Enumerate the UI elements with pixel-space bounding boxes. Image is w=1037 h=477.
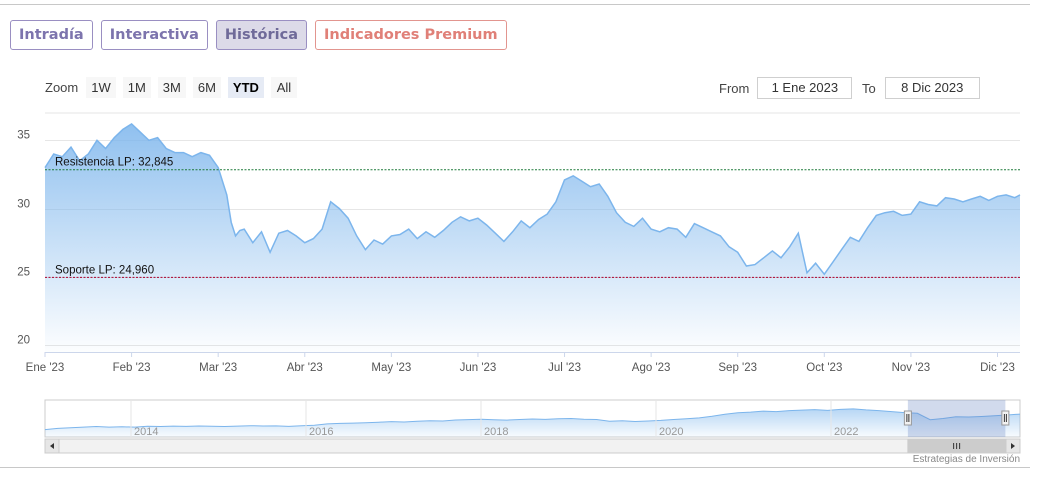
x-tick-label: Dic '23 — [980, 362, 1015, 374]
navigator-line — [44, 408, 1021, 431]
zoom-all-button[interactable]: All — [270, 77, 297, 98]
zoom-selector: Zoom 1W 1M 3M 6M YTD All — [45, 77, 297, 98]
scroll-right-button[interactable] — [1005, 438, 1021, 454]
from-label: From — [719, 80, 750, 96]
navigator-scrollbar — [44, 438, 1021, 454]
zoom-6m-button[interactable]: 6M — [192, 77, 221, 98]
from-date-input[interactable]: 1 Ene 2023 — [757, 77, 853, 99]
navigator-year-label: 2022 — [834, 426, 858, 438]
zoom-label: Zoom — [45, 80, 79, 95]
x-tick-label: Jun '23 — [460, 362, 497, 374]
x-tick-label: Oct '23 — [806, 362, 842, 374]
bottom-divider — [0, 467, 1030, 468]
tab-indicadores-premium[interactable]: Indicadores Premium — [315, 20, 507, 50]
x-tick-label: Sep '23 — [718, 362, 757, 374]
y-tick-label: 35 — [17, 130, 30, 142]
navigator-window — [907, 400, 1006, 437]
navigator-area — [45, 408, 1020, 437]
navigator-year-label: 2016 — [309, 426, 333, 438]
to-date-input[interactable]: 8 Dic 2023 — [884, 77, 980, 99]
price-area-fill — [45, 123, 1020, 353]
x-tick-label: Mar '23 — [199, 362, 237, 374]
y-tick-label: 25 — [17, 267, 30, 279]
top-divider — [0, 4, 1030, 5]
scroll-thumb[interactable] — [907, 438, 1006, 454]
y-tick-label: 20 — [17, 335, 30, 347]
x-tick-label: Ago '23 — [632, 362, 671, 374]
tab-interactiva[interactable]: Interactiva — [100, 20, 208, 50]
tab-intradia[interactable]: Intradía — [10, 20, 93, 50]
resistance-label: Resistencia LP: 32,845 — [55, 157, 173, 169]
scroll-left-button[interactable] — [44, 438, 60, 454]
x-tick-label: Nov '23 — [892, 362, 931, 374]
support-label: Soporte LP: 24,960 — [55, 264, 154, 276]
navigator-left-handle[interactable] — [903, 410, 912, 426]
zoom-3m-button[interactable]: 3M — [157, 77, 186, 98]
view-tabs: Intradía Interactiva Histórica Indicador… — [10, 20, 507, 50]
x-tick-label: Feb '23 — [113, 362, 151, 374]
zoom-1w-button[interactable]: 1W — [86, 77, 116, 98]
date-range-to: To 8 Dic 2023 — [862, 77, 980, 99]
date-range-from: From 1 Ene 2023 — [719, 77, 853, 99]
navigator-year-label: 2018 — [484, 426, 508, 438]
zoom-ytd-button[interactable]: YTD — [227, 77, 264, 98]
y-tick-label: 30 — [17, 199, 30, 211]
zoom-1m-button[interactable]: 1M — [122, 77, 151, 98]
x-tick-label: Jul '23 — [548, 362, 581, 374]
x-tick-label: Ene '23 — [26, 362, 65, 374]
tab-historica[interactable]: Histórica — [215, 20, 308, 50]
navigator-right-handle[interactable] — [1001, 410, 1010, 426]
credit-label: Estrategias de Inversión — [912, 454, 1020, 465]
x-tick-label: Abr '23 — [287, 362, 323, 374]
navigator-year-label: 2014 — [134, 426, 158, 438]
navigator-year-label: 2020 — [659, 426, 683, 438]
to-label: To — [862, 80, 876, 96]
price-line — [44, 122, 1021, 276]
x-tick-label: May '23 — [371, 362, 411, 374]
